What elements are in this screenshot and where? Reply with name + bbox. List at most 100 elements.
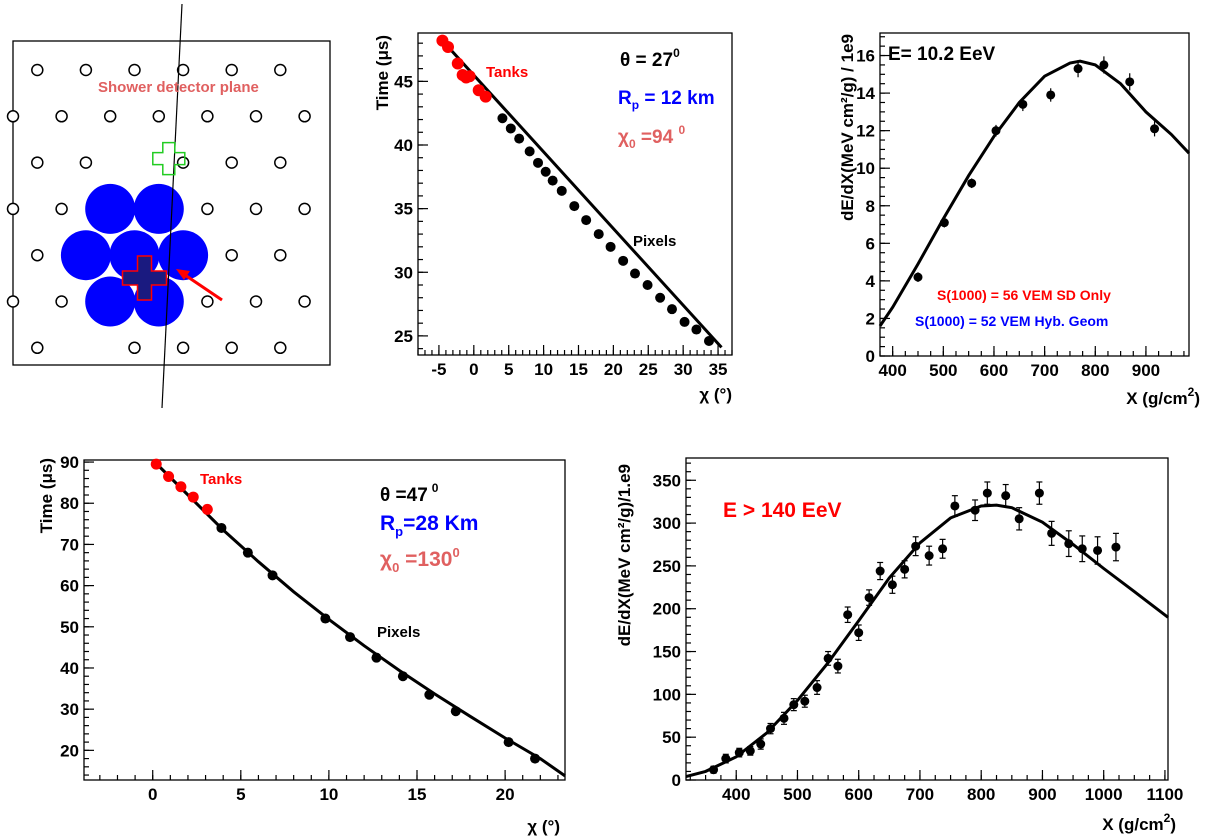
hit-tank-marker <box>60 230 111 281</box>
x-axis-label-text: X (g/cm <box>1102 815 1163 834</box>
pixel-point <box>605 241 616 252</box>
tank-marker <box>55 202 68 216</box>
data-point <box>745 746 755 756</box>
tank-marker <box>274 156 287 169</box>
tanks-label: Tanks <box>200 471 242 488</box>
tank-point <box>451 57 464 70</box>
data-point <box>938 544 948 554</box>
data-point <box>779 713 789 723</box>
y-tick-label: 80 <box>60 494 79 513</box>
data-point <box>734 748 744 758</box>
data-point <box>756 739 766 749</box>
tank-marker <box>31 248 44 262</box>
data-point <box>766 724 776 734</box>
x-tick-label: 700 <box>906 785 934 804</box>
data-point <box>1150 124 1160 134</box>
tank-point <box>442 41 455 53</box>
data-point <box>709 765 719 775</box>
data-point <box>967 178 977 188</box>
x-axis-label-text: X (g/cm <box>1126 389 1187 408</box>
x-tick-label: 1100 <box>1146 785 1183 804</box>
pixel-point <box>618 255 629 266</box>
y-tick-label: 40 <box>394 136 413 155</box>
data-point <box>1073 64 1083 74</box>
data-point <box>800 696 810 706</box>
y-axis-label: dE/dX(MeV cm²/g)/1.e9 <box>615 464 634 646</box>
chi-annotation: χ0 =94 0 <box>618 123 685 151</box>
tank-marker <box>225 248 238 262</box>
pixel-point <box>497 113 508 124</box>
data-point <box>1046 90 1056 100</box>
pixel-point <box>593 229 604 240</box>
tank-point <box>479 90 492 103</box>
y-tick-label: 6 <box>866 234 875 253</box>
tank-marker <box>55 295 68 308</box>
tank-marker <box>225 156 238 169</box>
x-tick-label: 900 <box>1028 785 1056 804</box>
data-point <box>864 593 874 603</box>
shower-plane-label: Shower detector plane <box>98 79 259 96</box>
rp-sub: p <box>632 98 639 112</box>
data-point <box>982 488 992 498</box>
plot-frame <box>417 32 733 356</box>
x-axis-label-sup: 2 <box>1164 811 1171 825</box>
tank-marker <box>249 202 263 216</box>
pixel-point <box>679 316 690 327</box>
x-tick-label: 5 <box>504 360 513 379</box>
theta-annotation: θ = 270 <box>620 46 680 71</box>
tank-point <box>187 491 199 503</box>
x-tick-label: 15 <box>569 360 588 379</box>
tank-marker <box>249 110 263 123</box>
data-point <box>939 218 949 228</box>
tank-point <box>175 481 187 493</box>
data-point <box>924 551 934 561</box>
y-tick-label: 60 <box>60 577 79 596</box>
tank-marker <box>201 202 214 216</box>
fit-line <box>437 35 723 349</box>
tanks-label: Tanks <box>486 64 528 81</box>
panel-time-chi-27: -5 0 5 10 15 20 25 30 35 25 30 35 40 45 Tanks Pixels θ =… <box>373 32 733 404</box>
chi-text: χ <box>618 127 629 148</box>
y-tick-label: 0 <box>866 347 875 366</box>
shower-plane-line <box>161 3 183 409</box>
y-tick-label: 90 <box>60 453 79 472</box>
data-point <box>1111 542 1121 552</box>
panel-time-chi-47: 0 5 10 15 20 20 30 40 50 60 70 80 90 Tanks Pixels θ =47… <box>37 453 566 836</box>
pixel-point <box>371 652 382 663</box>
pixel-point <box>216 522 227 533</box>
theta-sup: 0 <box>673 46 680 60</box>
tank-marker <box>201 110 214 123</box>
x-tick-label: 600 <box>845 785 873 804</box>
pixel-point <box>630 268 641 279</box>
tank-marker <box>225 341 238 355</box>
chi-sup: 0 <box>452 545 459 560</box>
chi-text: χ <box>380 548 392 571</box>
hit-tank-marker <box>85 276 136 327</box>
data-point <box>875 566 885 576</box>
y-tick-label: 45 <box>394 72 413 91</box>
panel-detector-array: Shower detector plane <box>6 3 331 409</box>
tank-marker <box>298 202 311 216</box>
y-axis-label: dE/dX(MeV cm²/g) / 1e9 <box>838 34 857 221</box>
y-tick-label: 150 <box>653 643 681 662</box>
data-point <box>887 580 897 590</box>
tank-marker <box>225 63 238 77</box>
y-tick-label: 50 <box>60 618 79 637</box>
plot-frame <box>83 459 566 781</box>
y-tick-label: 4 <box>866 272 876 291</box>
x-tick-label: 25 <box>639 360 658 379</box>
pixel-point <box>514 133 525 144</box>
hybrid-note: S(1000) = 52 VEM Hyb. Geom <box>915 313 1108 329</box>
x-tick-label: 900 <box>1132 361 1160 380</box>
y-tick-label: 200 <box>653 600 681 619</box>
data-point <box>1099 60 1109 70</box>
pixel-point <box>505 123 516 134</box>
data-point <box>1034 488 1044 498</box>
pixel-point <box>533 157 544 168</box>
pixel-point <box>530 753 541 764</box>
x-tick-label: 400 <box>878 361 906 380</box>
tank-marker <box>103 110 117 123</box>
tank-marker <box>176 341 190 355</box>
tank-marker <box>176 156 190 169</box>
